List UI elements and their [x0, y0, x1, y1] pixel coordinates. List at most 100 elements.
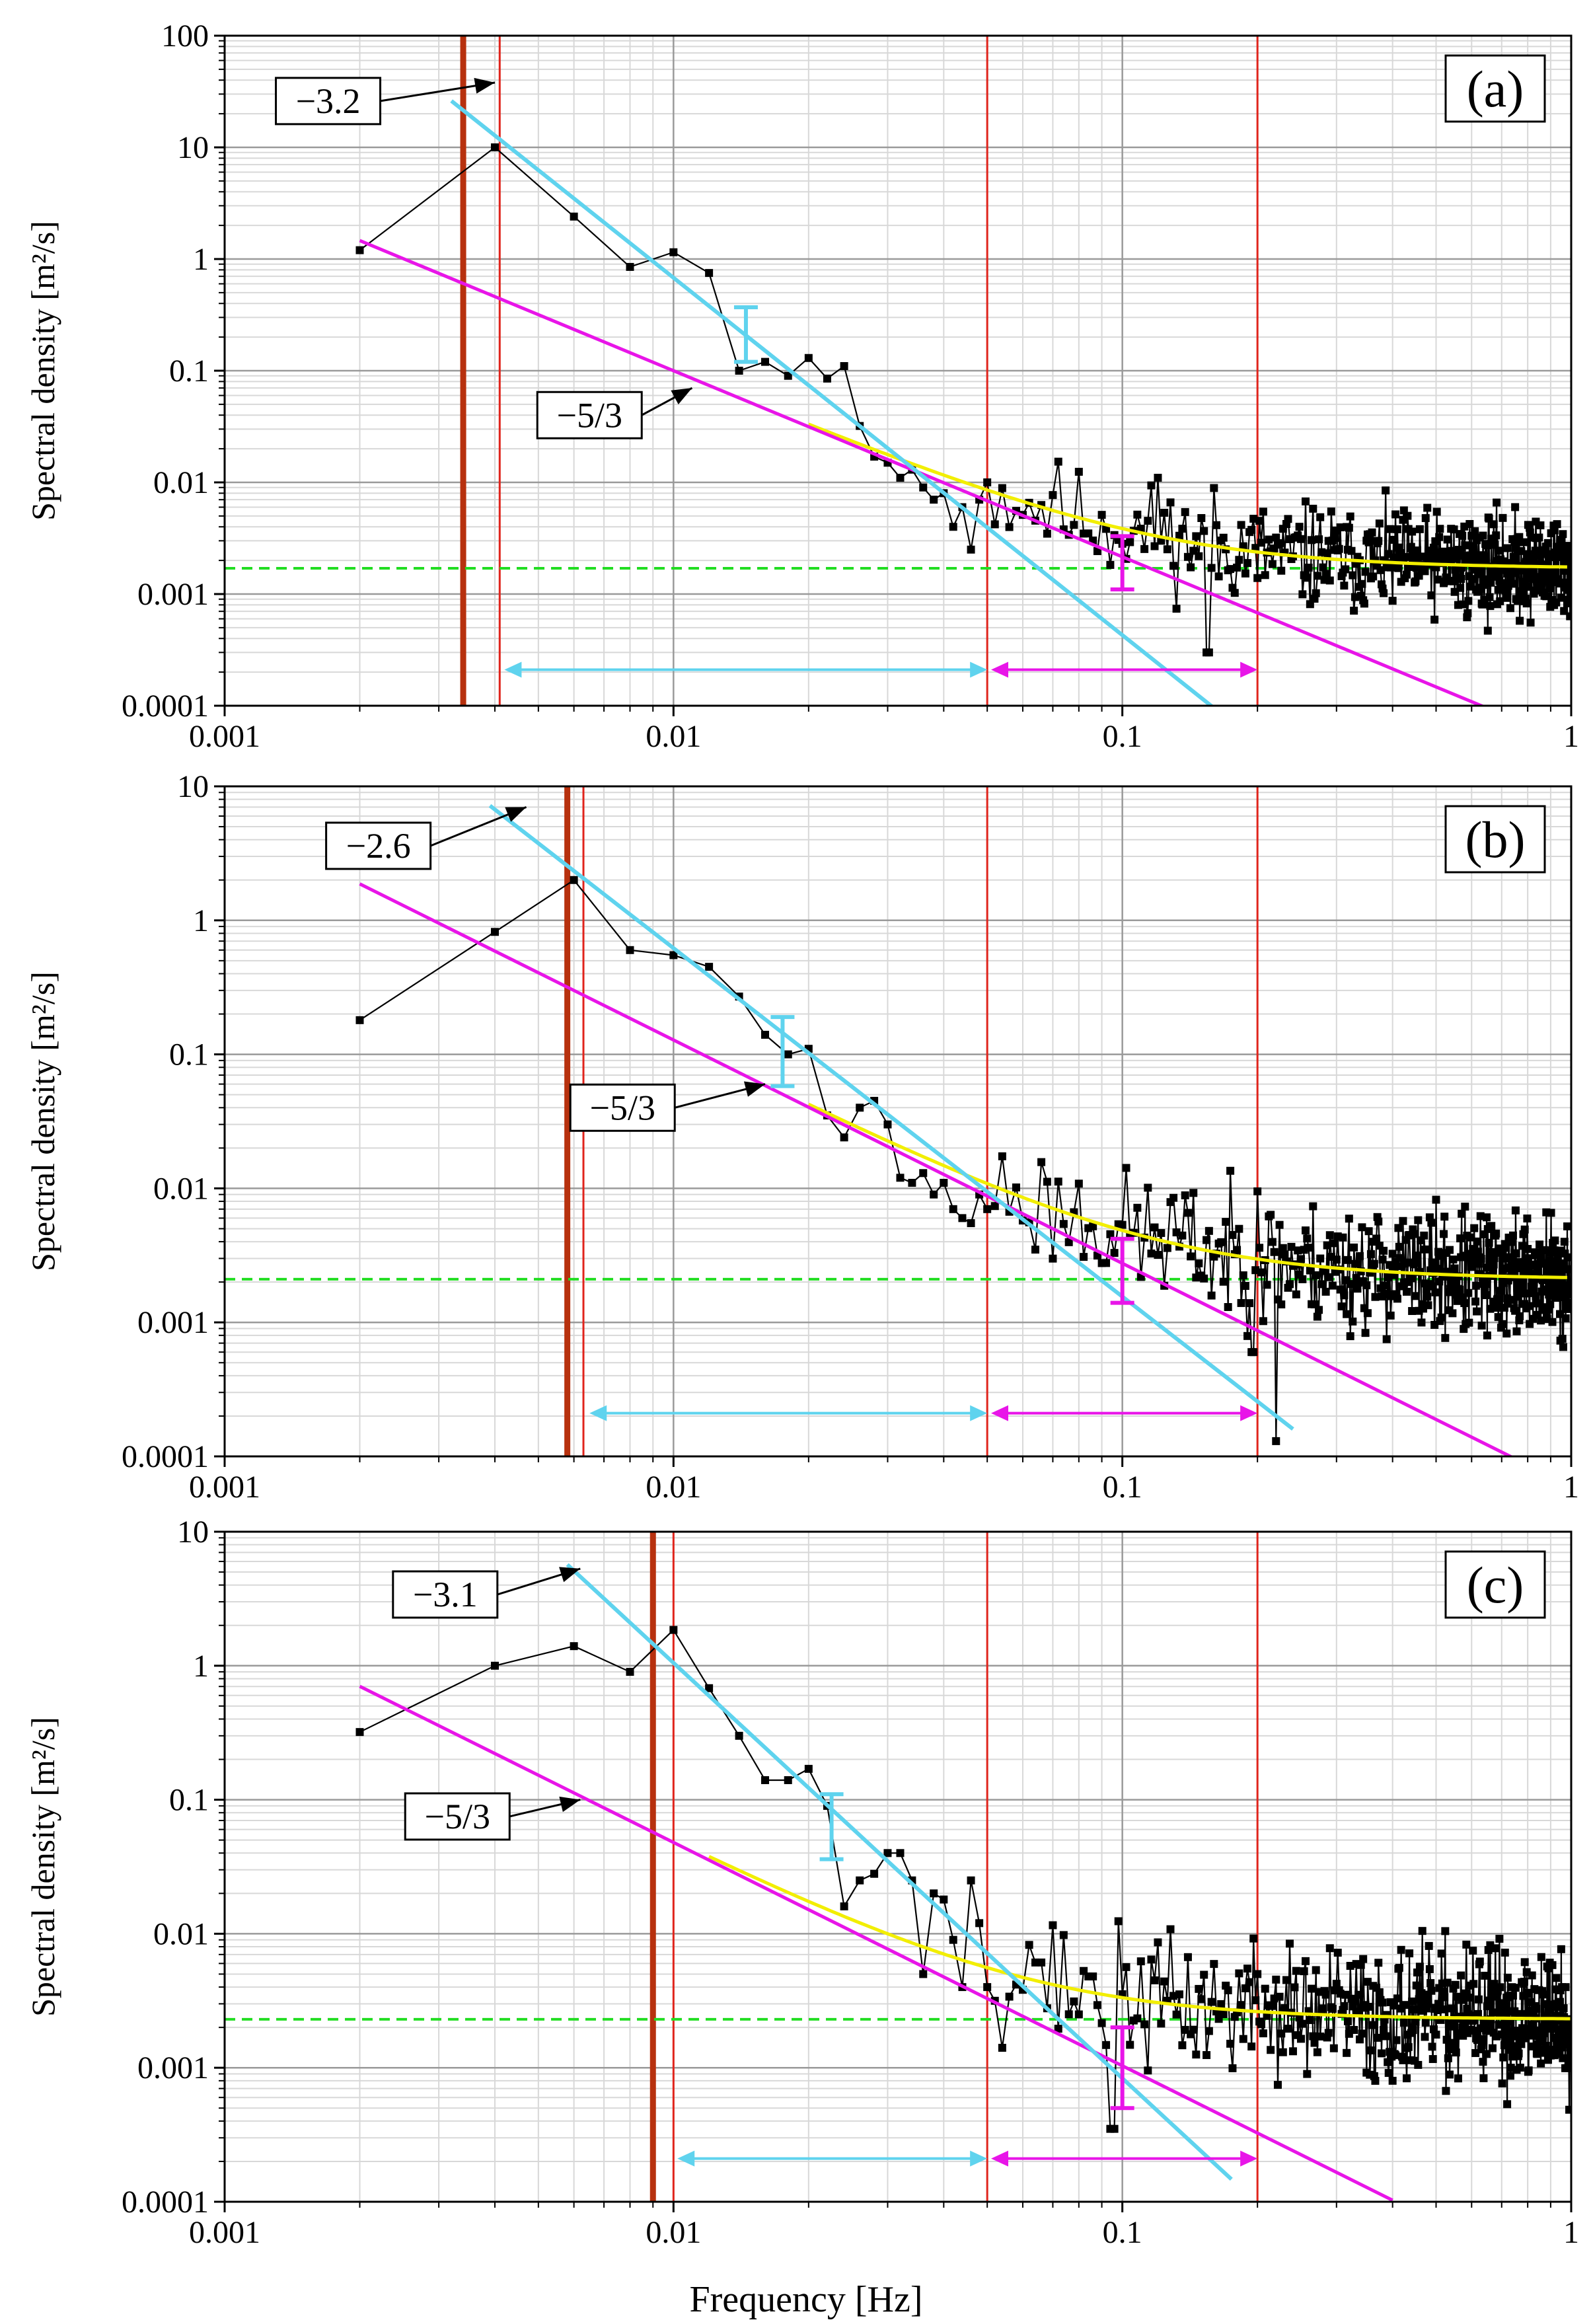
data-point	[1233, 563, 1241, 572]
data-point	[1106, 1230, 1115, 1238]
data-point	[1535, 533, 1543, 542]
data-point	[1106, 560, 1115, 569]
data-point	[1428, 2043, 1436, 2051]
data-point	[1207, 564, 1216, 572]
data-point	[1321, 1287, 1330, 1296]
data-point	[1421, 567, 1429, 576]
data-point	[1304, 564, 1313, 572]
data-point	[1114, 1917, 1123, 1926]
data-point	[1285, 1280, 1294, 1289]
data-point	[1431, 1288, 1440, 1296]
data-point	[1566, 2028, 1571, 2037]
data-point	[1204, 2027, 1213, 2035]
y-tick-label: 0.001	[137, 577, 209, 612]
data-point	[1560, 607, 1569, 615]
data-point	[1351, 1259, 1359, 1268]
data-point	[1440, 1993, 1449, 2002]
data-point	[1312, 1271, 1320, 1279]
x-tick-label: 0.1	[1103, 1470, 1142, 1505]
data-point	[1374, 1217, 1383, 1226]
data-point	[1424, 1994, 1432, 2003]
data-point	[967, 1219, 975, 1228]
data-point	[1456, 583, 1465, 592]
data-point	[1492, 1229, 1500, 1238]
data-point	[1466, 1233, 1475, 1242]
data-point	[1150, 542, 1159, 550]
data-point	[1409, 2005, 1418, 2014]
data-point	[1249, 1348, 1258, 1357]
data-point	[1118, 1220, 1127, 1229]
data-point	[983, 1205, 992, 1213]
data-point	[1136, 1957, 1145, 1966]
data-point	[1401, 2001, 1409, 2009]
data-point	[1358, 580, 1366, 588]
data-point	[1559, 1343, 1567, 1351]
data-point	[1485, 1238, 1493, 1247]
data-point	[983, 478, 992, 486]
data-point	[1333, 1949, 1342, 1957]
data-point	[1361, 568, 1370, 576]
data-point	[1456, 1285, 1464, 1294]
data-point	[1243, 559, 1252, 568]
data-point	[1336, 523, 1345, 532]
data-point	[1516, 617, 1524, 625]
data-point	[1219, 2010, 1228, 2019]
plot-area	[225, 1532, 1571, 2202]
data-point	[1054, 1178, 1062, 1186]
data-point	[1559, 530, 1567, 539]
data-point	[1565, 542, 1571, 550]
data-point	[1175, 531, 1184, 540]
data-point	[1341, 1276, 1350, 1285]
data-point	[1235, 1969, 1243, 1978]
data-point	[1317, 1280, 1326, 1289]
data-point	[1485, 593, 1494, 601]
data-point	[1477, 1322, 1486, 1330]
model-curve	[807, 1102, 1567, 1279]
data-point	[1506, 2072, 1514, 2080]
data-point	[784, 1050, 792, 1059]
data-point	[1150, 1976, 1159, 1984]
y-tick-label: 0.0001	[122, 689, 209, 724]
data-point	[1537, 2059, 1545, 2068]
data-point	[1249, 1934, 1258, 1943]
data-point	[930, 496, 938, 504]
data-point	[1339, 1233, 1347, 1242]
data-point	[1497, 2009, 1505, 2017]
data-point	[1315, 1306, 1323, 1314]
data-point	[1517, 546, 1526, 555]
slope-label: −3.2	[296, 81, 361, 121]
data-point	[1154, 474, 1162, 482]
data-point	[1217, 1238, 1226, 1246]
data-point	[1037, 1158, 1046, 1166]
data-point	[1382, 2032, 1390, 2041]
data-point	[1070, 521, 1078, 529]
data-point	[1561, 566, 1570, 575]
data-point	[626, 946, 634, 954]
range-arrow-head	[970, 661, 988, 678]
data-point	[1329, 2044, 1338, 2052]
data-point	[1450, 1264, 1459, 1273]
data-point	[1511, 1984, 1520, 1992]
data-point	[1313, 1312, 1321, 1321]
data-point	[1298, 590, 1307, 599]
x-tick-label: 0.001	[189, 2215, 260, 2250]
data-point	[1461, 541, 1469, 550]
data-point	[1263, 2011, 1271, 2020]
y-tick-label: 0.001	[137, 1305, 209, 1340]
data-point	[1557, 2036, 1565, 2044]
data-point	[1563, 2036, 1571, 2044]
data-point	[1489, 1260, 1498, 1269]
data-point	[1557, 593, 1565, 602]
slope-arrow-head	[559, 1796, 581, 1813]
data-point	[1373, 2033, 1382, 2042]
data-point	[1466, 1994, 1475, 2002]
data-point	[1346, 512, 1354, 521]
data-point	[1471, 527, 1479, 535]
data-point	[1309, 504, 1317, 513]
data-point	[1407, 1274, 1415, 1283]
data-point	[1280, 1250, 1289, 1259]
data-point	[1261, 1984, 1269, 1993]
data-point	[1133, 510, 1142, 519]
data-point	[1312, 589, 1320, 597]
data-point	[1557, 1945, 1565, 1953]
